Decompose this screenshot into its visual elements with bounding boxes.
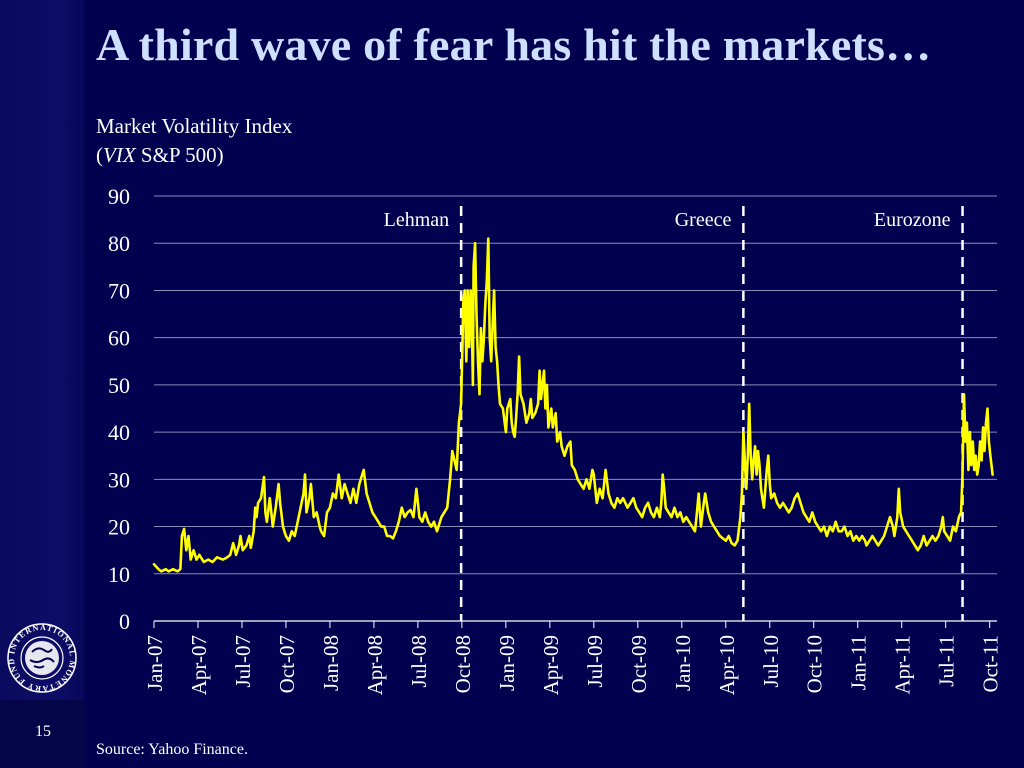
chart-subtitle: Market Volatility Index (VIX S&P 500) <box>96 112 292 170</box>
y-tick-label: 40 <box>108 420 130 445</box>
x-tick-label: Apr-10 <box>715 635 739 695</box>
x-tick-label: Apr-07 <box>187 635 211 695</box>
y-tick-label: 50 <box>108 373 130 398</box>
x-tick-label: Apr-09 <box>539 635 563 695</box>
x-tick-label: Apr-08 <box>363 635 387 695</box>
x-tick-label: Jan-08 <box>319 635 343 691</box>
vix-series-line <box>152 237 994 573</box>
x-tick-label: Jul-08 <box>407 635 431 688</box>
x-tick-label: Jul-07 <box>231 635 255 688</box>
page-number: 15 <box>35 723 51 740</box>
x-tick-label: Oct-08 <box>451 635 475 693</box>
x-tick-label: Oct-11 <box>979 635 1003 693</box>
x-tick-label: Jul-10 <box>759 635 783 688</box>
chart-units: (VIX S&P 500) <box>96 143 224 167</box>
event-label: Eurozone <box>874 209 951 231</box>
y-tick-label: 0 <box>119 609 130 634</box>
y-tick-label: 20 <box>108 515 130 540</box>
source-note: Source: Yahoo Finance. <box>96 741 248 758</box>
y-tick-label: 10 <box>108 562 130 587</box>
y-tick-label: 70 <box>108 278 130 303</box>
page-number-band <box>0 700 84 768</box>
x-tick-label: Oct-10 <box>803 635 827 693</box>
y-tick-label: 30 <box>108 467 130 492</box>
y-tick-label: 60 <box>108 326 130 351</box>
y-tick-label: 80 <box>108 231 130 256</box>
left-sidebar-band <box>0 0 84 768</box>
vix-label: VIX <box>103 143 136 167</box>
sp500-label: S&P 500 <box>140 143 217 167</box>
slide-title: A third wave of fear has hit the markets… <box>96 19 932 70</box>
x-tick-label: Jan-07 <box>143 635 167 691</box>
imf-seal-logo: INTERNATIONAL MONETARY FUND <box>7 623 77 693</box>
chart-title: Market Volatility Index <box>96 114 293 138</box>
x-tick-label: Jan-09 <box>495 635 519 691</box>
x-tick-label: Jan-11 <box>847 635 871 690</box>
event-label: Lehman <box>384 209 450 231</box>
y-tick-label: 90 <box>108 184 130 209</box>
x-tick-label: Apr-11 <box>891 635 915 694</box>
x-tick-label: Oct-07 <box>275 635 299 693</box>
x-tick-label: Oct-09 <box>627 635 651 693</box>
x-tick-label: Jul-09 <box>583 635 607 688</box>
x-tick-label: Jan-10 <box>671 635 695 691</box>
event-label: Greece <box>675 209 732 231</box>
x-tick-label: Jul-11 <box>935 635 959 687</box>
